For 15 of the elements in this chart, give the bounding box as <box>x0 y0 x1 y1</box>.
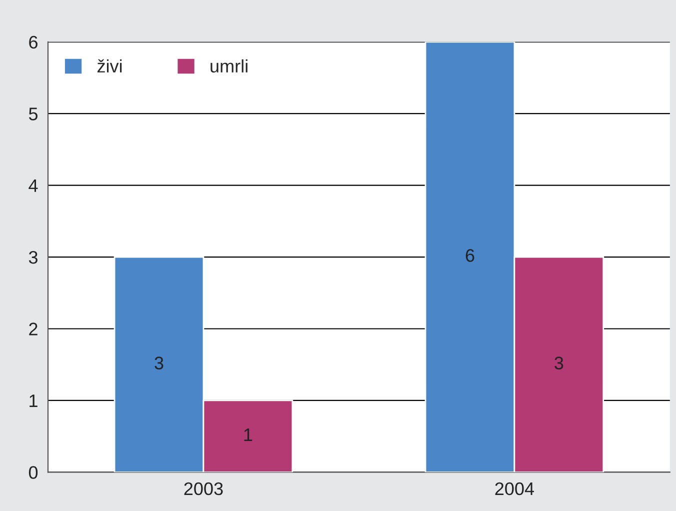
data-label: 1 <box>244 428 252 441</box>
y-tick-label: 4 <box>28 179 38 192</box>
data-label: 3 <box>154 356 164 370</box>
data-label: 3 <box>554 356 564 370</box>
y-tick-label: 1 <box>30 394 38 407</box>
y-tick-label: 0 <box>28 466 38 479</box>
legend-label: umrli <box>210 59 248 73</box>
y-tick-label: 3 <box>28 250 38 264</box>
x-tick-label: 2003 <box>184 482 223 496</box>
y-tick-label: 2 <box>29 322 38 336</box>
x-tick-label: 2004 <box>495 482 534 496</box>
y-tick-label: 6 <box>29 36 38 49</box>
legend-label: živi <box>97 59 122 72</box>
data-label: 6 <box>466 249 474 262</box>
y-tick-label: 5 <box>28 108 38 120</box>
